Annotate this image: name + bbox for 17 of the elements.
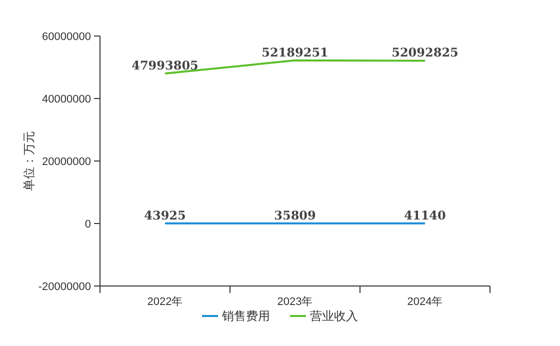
legend-label: 营业收入 xyxy=(310,309,358,323)
data-label: 41140 xyxy=(404,208,446,222)
x-tick-label: 2024年 xyxy=(407,296,443,308)
y-tick-label: 0 xyxy=(84,218,91,230)
y-tick-label: 20000000 xyxy=(42,156,91,168)
legend-label: 销售费用 xyxy=(221,309,270,323)
x-tick-label: 2023年 xyxy=(277,296,313,308)
data-label: 35809 xyxy=(274,208,316,222)
y-tick-label: 40000000 xyxy=(42,94,91,106)
y-axis-title: 单位：万元 xyxy=(22,131,36,191)
data-label: 52189251 xyxy=(262,45,328,60)
data-label: 43925 xyxy=(144,208,186,222)
y-tick-label: -20000000 xyxy=(38,281,91,293)
y-tick-label: 60000000 xyxy=(42,31,91,43)
x-tick-label: 2022年 xyxy=(147,296,183,308)
data-label: 52092825 xyxy=(392,46,458,60)
data-label: 47993805 xyxy=(132,58,198,73)
